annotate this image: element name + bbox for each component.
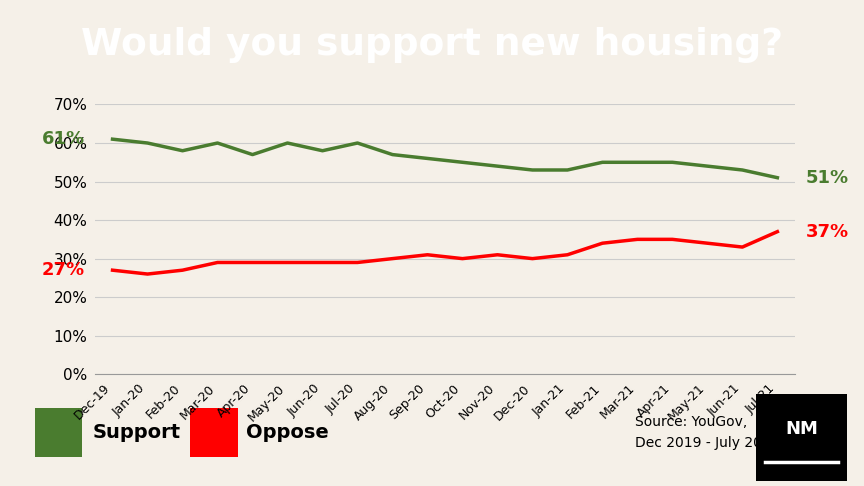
Text: 61%: 61%: [41, 130, 85, 148]
Text: 27%: 27%: [41, 261, 85, 279]
Bar: [190, 408, 238, 457]
Text: 51%: 51%: [805, 169, 848, 187]
Text: Oppose: Oppose: [246, 423, 329, 442]
Text: 37%: 37%: [805, 223, 848, 241]
Text: Support: Support: [92, 423, 181, 442]
Bar: [35, 408, 82, 457]
Text: Source: YouGov,
Dec 2019 - July 2021: Source: YouGov, Dec 2019 - July 2021: [635, 415, 779, 450]
Text: NM: NM: [785, 419, 818, 438]
Text: Would you support new housing?: Would you support new housing?: [81, 27, 783, 63]
